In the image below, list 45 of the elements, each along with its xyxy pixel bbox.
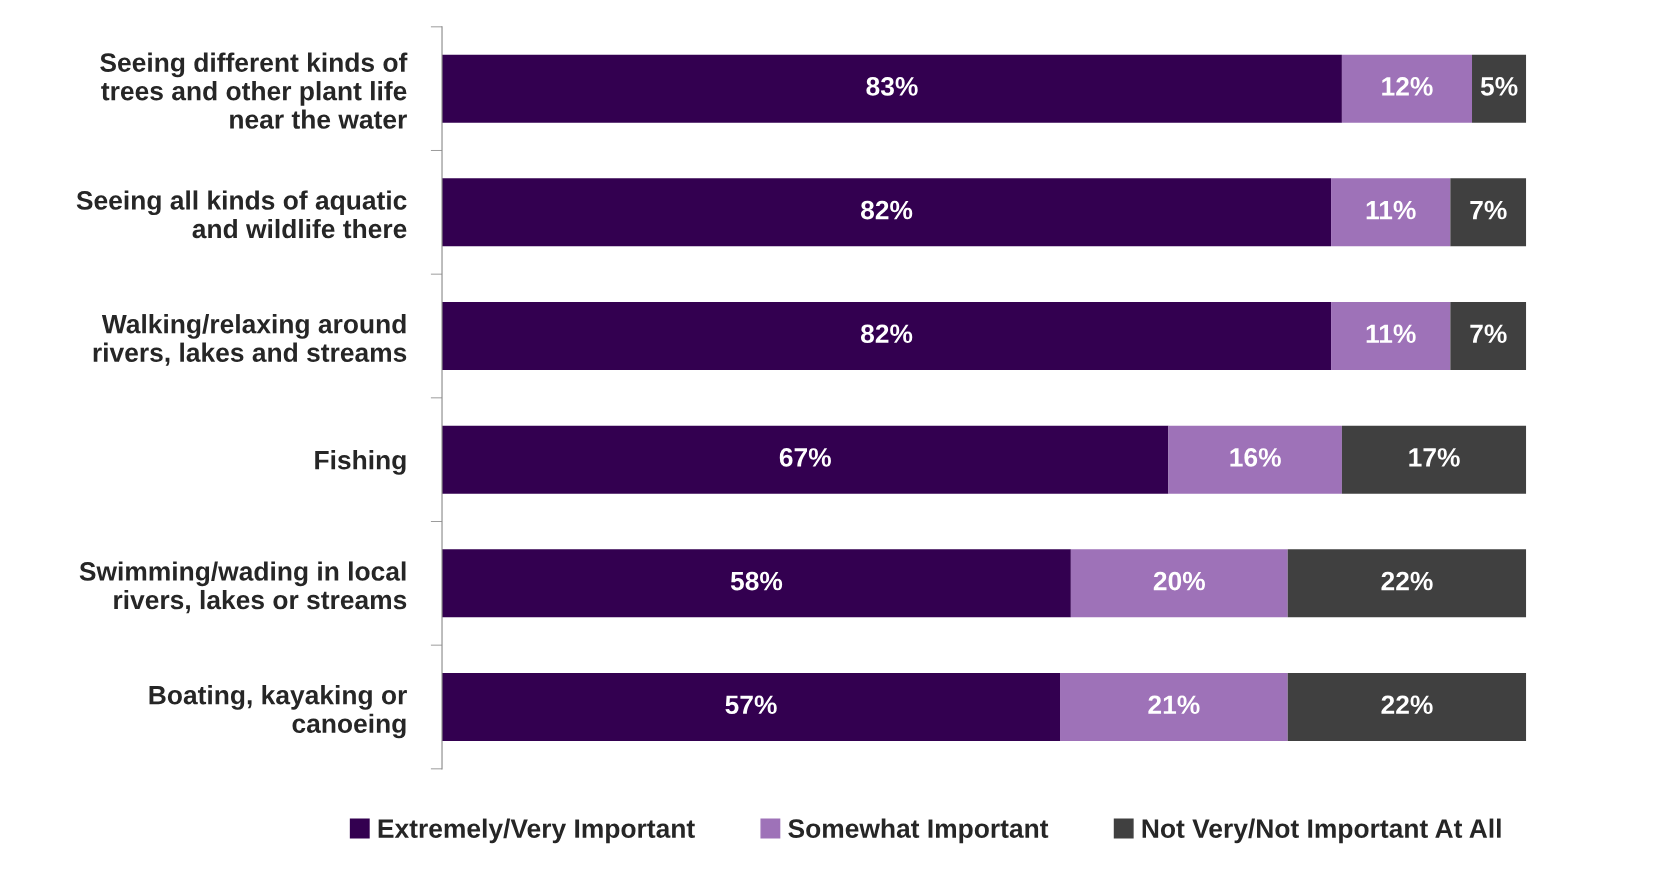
bar bbox=[1168, 425, 1342, 494]
bar bbox=[442, 301, 1332, 370]
data-label: 22% bbox=[1381, 695, 1433, 715]
data-label: 16% bbox=[1230, 448, 1281, 467]
data-label: 83% bbox=[866, 77, 918, 96]
y-tick-label: Fishing bbox=[315, 450, 406, 475]
data-label: 11% bbox=[1366, 200, 1416, 220]
data-label: 82% bbox=[860, 200, 913, 220]
data-label: 12% bbox=[1382, 77, 1433, 96]
bar bbox=[442, 673, 1061, 742]
bar bbox=[1331, 301, 1451, 370]
data-label: 20% bbox=[1153, 571, 1205, 591]
legend-label: Somewhat Important bbox=[788, 818, 1049, 844]
data-label: 5% bbox=[1480, 77, 1518, 96]
bar bbox=[1331, 178, 1451, 247]
bar bbox=[1070, 549, 1288, 618]
bar bbox=[1060, 673, 1288, 742]
data-label: 7% bbox=[1470, 200, 1507, 220]
legend-label: Not Very/Not Important At All bbox=[1142, 818, 1501, 844]
data-label: 57% bbox=[725, 695, 777, 715]
data-label: 11% bbox=[1366, 324, 1416, 344]
y-tick-label: Boating, kayaking or canoeing bbox=[149, 685, 407, 739]
bar bbox=[1287, 549, 1527, 618]
y-tick-label: Swimming/wading in local rivers, lakes or streams bbox=[79, 561, 407, 614]
data-label: 22% bbox=[1381, 571, 1433, 591]
data-label: 82% bbox=[860, 324, 913, 344]
bar bbox=[442, 549, 1071, 618]
bar bbox=[442, 54, 1342, 123]
data-label: 58% bbox=[730, 571, 783, 591]
y-tick-label: Seeing all kinds of aquatic and wildlife there bbox=[76, 190, 407, 239]
data-label: 67% bbox=[779, 448, 831, 467]
legend-label: Extremely/Very Important bbox=[378, 818, 695, 844]
y-tick-label: Seeing different kinds of trees and other plant life near the water bbox=[100, 52, 408, 129]
bar bbox=[442, 178, 1332, 247]
data-label: 21% bbox=[1148, 695, 1200, 715]
data-label: 7% bbox=[1470, 324, 1507, 344]
bar bbox=[1341, 54, 1473, 123]
bar bbox=[1472, 54, 1527, 123]
bar bbox=[1450, 301, 1527, 370]
bar bbox=[1287, 673, 1527, 742]
bar bbox=[442, 425, 1169, 494]
data-label: 17% bbox=[1409, 448, 1460, 467]
bar bbox=[1450, 178, 1527, 247]
bar bbox=[1341, 425, 1527, 494]
y-tick-label: Walking/relaxing around rivers, lakes and streams bbox=[93, 314, 407, 366]
